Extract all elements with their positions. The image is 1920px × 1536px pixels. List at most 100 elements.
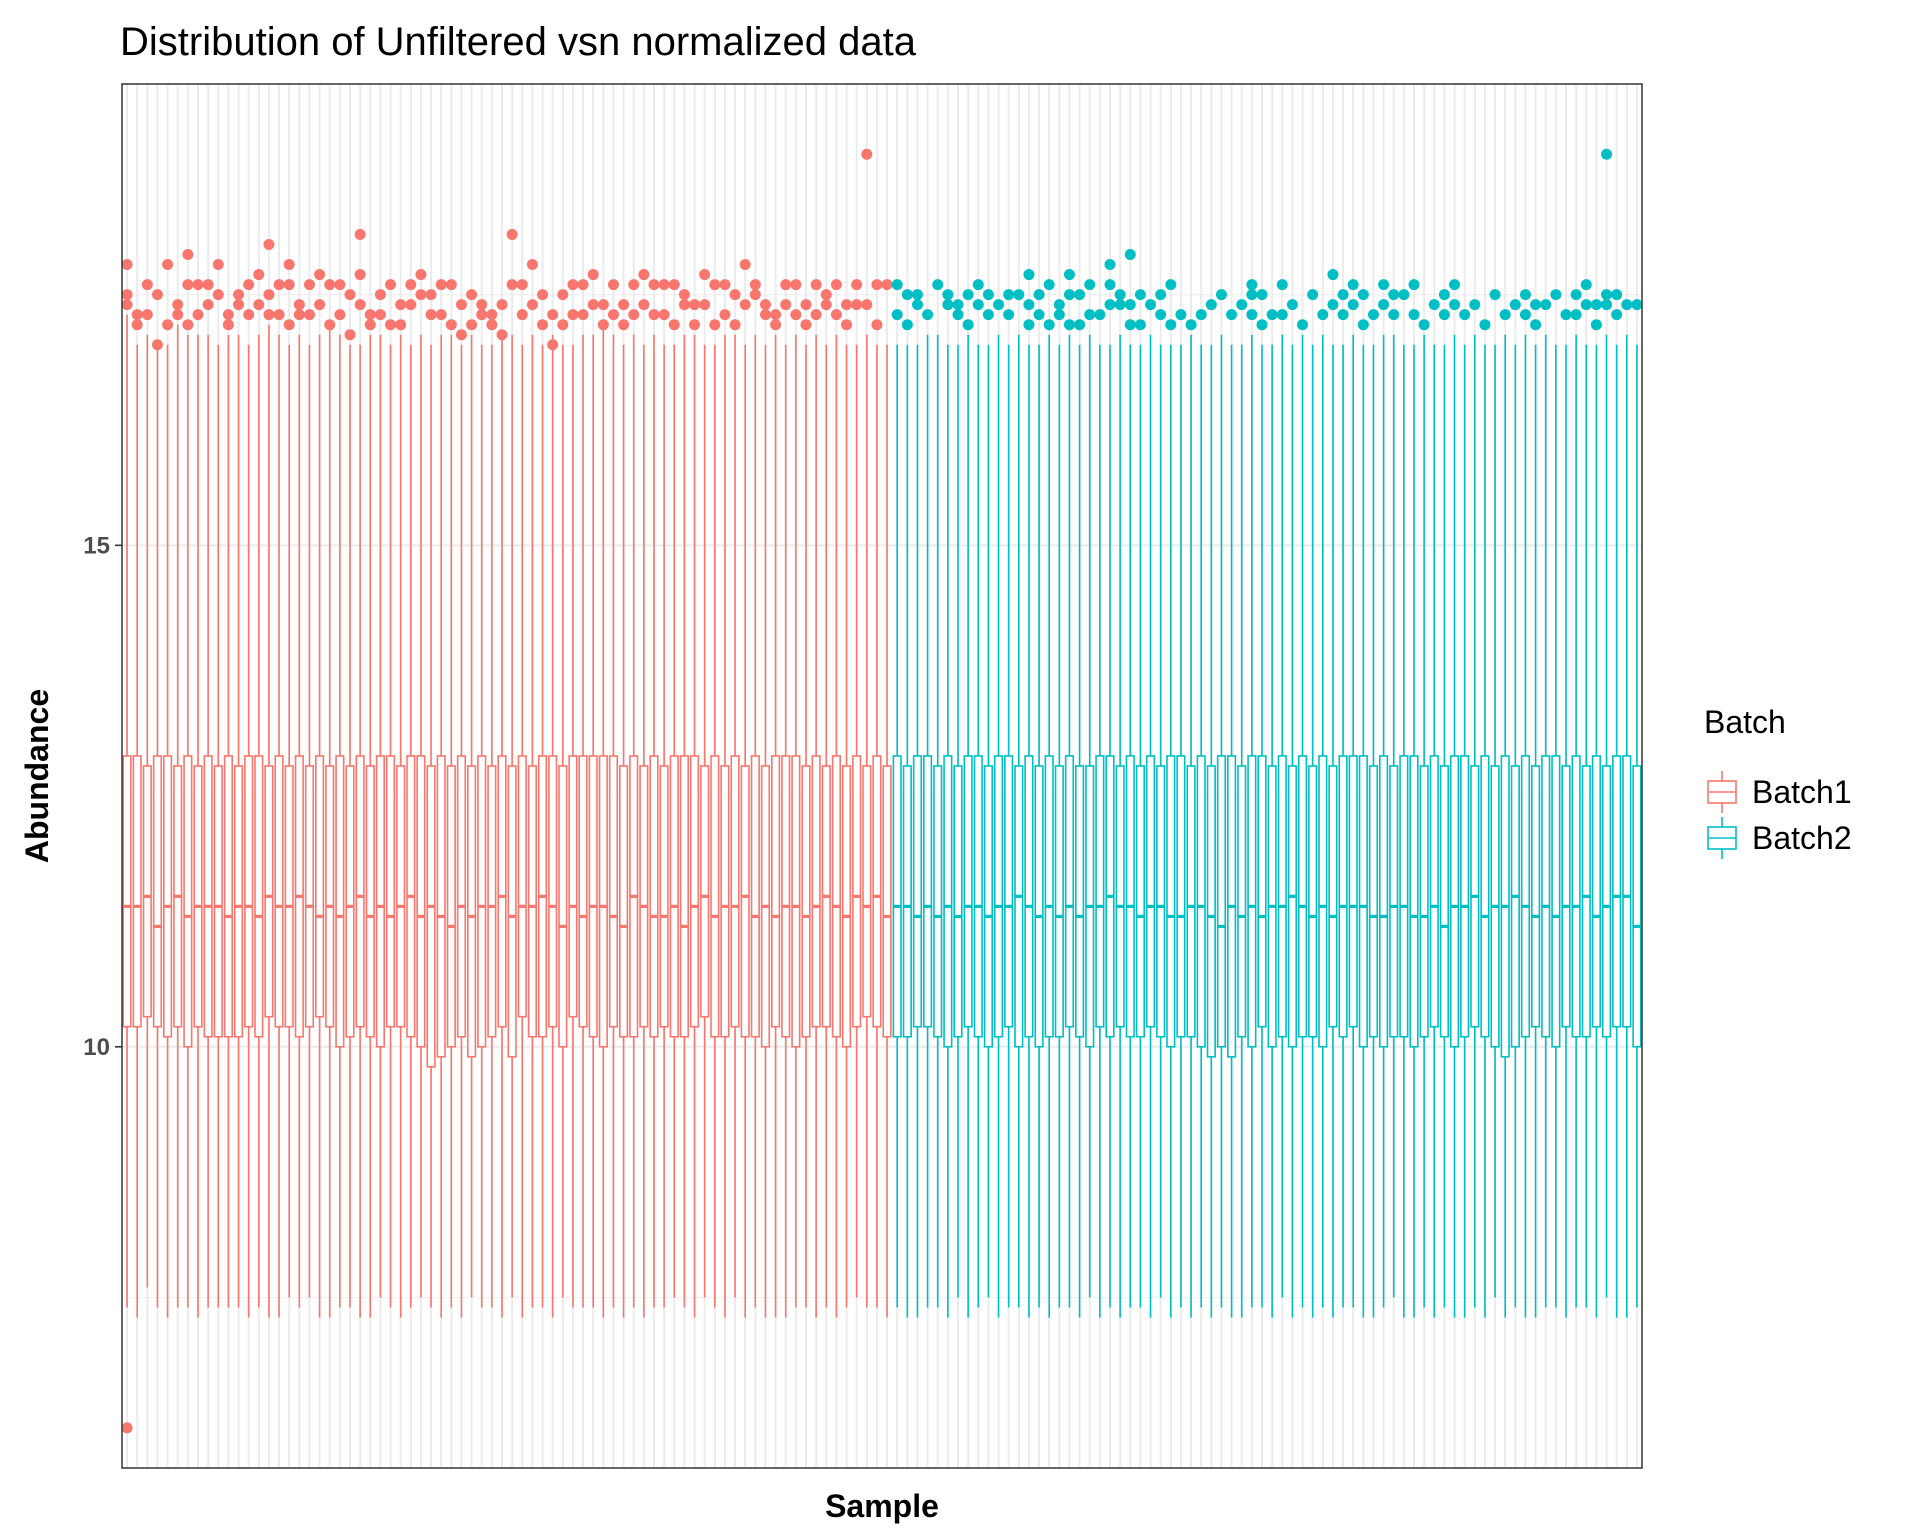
box [1489, 289, 1501, 1298]
outlier-point [739, 299, 751, 311]
box [435, 279, 447, 1318]
box [1469, 299, 1481, 1308]
outlier-point [1631, 299, 1643, 311]
outlier-point [911, 289, 923, 301]
box-iqr [1601, 765, 1612, 1038]
box [151, 289, 163, 1308]
box [1378, 279, 1390, 1308]
box [1621, 299, 1633, 1318]
outlier-point [1388, 289, 1400, 301]
box [1033, 289, 1045, 1308]
outlier-point [739, 259, 751, 271]
outlier-point [263, 289, 275, 301]
box [1236, 299, 1248, 1318]
box [1114, 289, 1126, 1318]
outlier-point [749, 289, 761, 301]
box-iqr [122, 755, 132, 1028]
outlier-point [1580, 299, 1592, 311]
box [1053, 299, 1065, 1308]
outlier-point [1459, 309, 1471, 321]
outlier-point [273, 309, 285, 321]
outlier-point [212, 289, 224, 301]
outlier-point [364, 309, 376, 321]
box [1560, 309, 1572, 1318]
box [1256, 289, 1268, 1308]
box [1509, 299, 1521, 1308]
outlier-point [476, 309, 488, 321]
outlier-point [658, 279, 670, 291]
outlier-point [496, 329, 508, 341]
outlier-point [506, 279, 518, 291]
outlier-point [1347, 299, 1359, 311]
box [1601, 148, 1613, 1298]
outlier-point [1155, 309, 1167, 321]
outlier-point [445, 319, 457, 331]
box [192, 279, 204, 1318]
outlier-point [719, 309, 731, 321]
outlier-point [1236, 299, 1248, 311]
outlier-point [891, 309, 903, 321]
box-iqr [1622, 755, 1632, 1028]
box [222, 309, 234, 1308]
box [182, 248, 194, 1308]
outlier-point [1134, 319, 1146, 331]
outlier-point [253, 269, 265, 281]
box-iqr [1014, 765, 1024, 1048]
outlier-point [496, 299, 508, 311]
outlier-point [689, 299, 701, 311]
box-iqr [902, 765, 912, 1038]
box [993, 299, 1005, 1318]
box-iqr [1206, 765, 1216, 1058]
outlier-point [121, 299, 133, 311]
outlier-point [1074, 319, 1086, 331]
outlier-point [1327, 299, 1339, 311]
box-iqr [396, 765, 406, 1028]
box [607, 279, 619, 1308]
outlier-point [1530, 299, 1542, 311]
box-iqr [953, 765, 963, 1038]
outlier-point [962, 289, 974, 301]
box-iqr [1338, 755, 1348, 1038]
box [486, 309, 498, 1308]
box-iqr [304, 765, 315, 1028]
box [476, 299, 488, 1308]
outlier-point [506, 228, 518, 240]
box-iqr [1449, 755, 1460, 1048]
box-iqr [720, 765, 730, 1038]
outlier-point [1063, 289, 1075, 301]
box [1418, 319, 1430, 1308]
box-iqr [1024, 755, 1034, 1038]
outlier-point [1408, 309, 1420, 321]
outlier-point [202, 299, 214, 311]
outlier-point [1145, 299, 1157, 311]
outlier-point [658, 309, 670, 321]
box [233, 289, 245, 1308]
outlier-point [952, 299, 964, 311]
box-iqr [608, 755, 619, 1028]
box [658, 279, 670, 1308]
outlier-point [1550, 289, 1562, 301]
box [1611, 289, 1623, 1318]
outlier-point [1408, 279, 1420, 291]
outlier-point [861, 299, 873, 311]
outlier-point [1570, 309, 1582, 321]
outlier-point [1013, 289, 1025, 301]
box-iqr [1135, 765, 1145, 1038]
box [506, 228, 518, 1298]
box-iqr [1480, 755, 1490, 1038]
outlier-point [1337, 289, 1349, 301]
outlier-point [405, 299, 417, 311]
outlier-point [1590, 299, 1602, 311]
box [1195, 309, 1207, 1308]
box [678, 289, 690, 1308]
box [587, 269, 599, 1308]
outlier-point [1165, 319, 1177, 331]
box-iqr [1054, 765, 1064, 1038]
box-iqr [1308, 765, 1318, 1038]
box-iqr [1439, 765, 1449, 1038]
outlier-point [759, 299, 771, 311]
box-iqr [1379, 755, 1389, 1048]
box [749, 279, 761, 1308]
box-iqr [152, 755, 163, 1028]
outlier-point [395, 299, 407, 311]
